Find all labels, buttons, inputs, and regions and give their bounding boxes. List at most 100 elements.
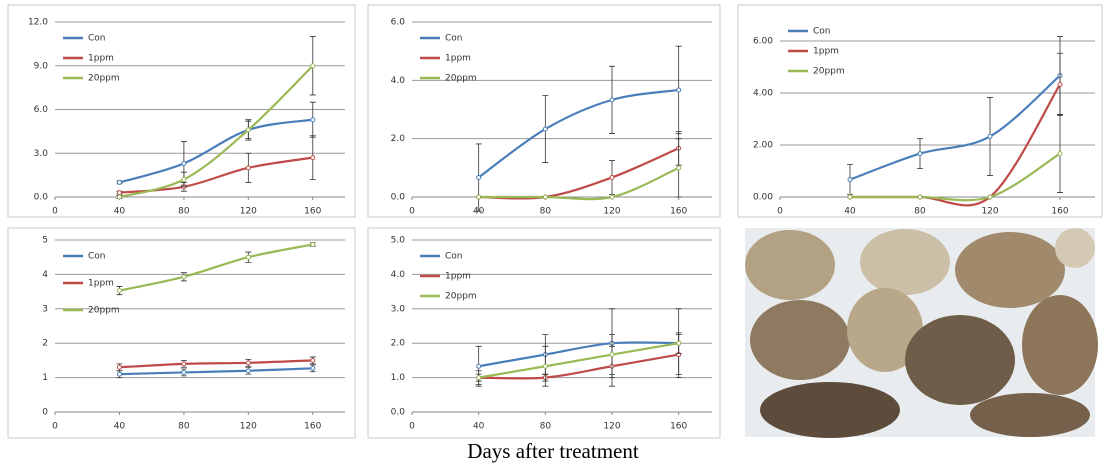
data-point <box>676 340 682 346</box>
chart-panel: 0.00 2.00 4.00 6.00 0 40 80 120 160 Con 1ppm 20ppm <box>737 4 1103 218</box>
x-tick-label: 0 <box>52 422 58 432</box>
data-point <box>542 126 548 132</box>
data-point <box>116 179 122 185</box>
rhizome <box>905 315 1015 405</box>
data-point <box>310 155 316 161</box>
y-tick-label: 2.0 <box>391 339 406 349</box>
y-tick-label: 9.0 <box>34 61 49 71</box>
x-tick-label: 0 <box>409 207 415 217</box>
chart-panel: 0.0 2.0 4.0 6.0 0 40 80 120 160 Con 1ppm 20ppm <box>367 4 721 218</box>
panel-border <box>367 227 721 439</box>
data-point <box>245 360 251 366</box>
data-point <box>676 87 682 93</box>
y-tick-label: 4.00 <box>753 89 773 99</box>
y-tick-label: 0 <box>42 408 48 418</box>
data-point <box>116 190 122 196</box>
data-point <box>847 194 853 200</box>
y-tick-label: 2.00 <box>753 141 773 151</box>
x-tick-label: 160 <box>1051 207 1068 217</box>
series-line <box>478 341 679 368</box>
x-tick-label: 0 <box>52 207 58 217</box>
y-tick-label: 3 <box>42 304 48 314</box>
data-point <box>476 174 482 180</box>
data-point <box>987 133 993 139</box>
legend-label: 20ppm <box>445 74 477 84</box>
legend-label: Con <box>88 252 106 262</box>
rhizome <box>970 393 1090 437</box>
data-point <box>542 363 548 369</box>
data-point <box>1057 81 1063 87</box>
y-tick-label: 4.0 <box>391 270 406 280</box>
panel-border <box>367 4 721 218</box>
data-point <box>310 117 316 123</box>
series-line <box>119 367 313 376</box>
panel-border <box>7 227 356 439</box>
rhizome <box>1055 228 1095 268</box>
data-point <box>476 375 482 381</box>
legend-label: 1ppm <box>445 54 471 64</box>
x-tick-label: 0 <box>777 207 783 217</box>
photo <box>745 228 1098 438</box>
series-line <box>478 88 679 179</box>
legend-label: 20ppm <box>813 67 845 77</box>
x-tick-label: 120 <box>981 207 998 217</box>
x-tick-label: 160 <box>670 207 687 217</box>
y-tick-label: 1.0 <box>391 373 406 383</box>
rhizome <box>955 232 1065 308</box>
y-tick-label: 0.0 <box>391 408 406 418</box>
rhizome <box>860 229 950 295</box>
legend-label: 1ppm <box>445 272 471 282</box>
data-point <box>116 364 122 370</box>
data-point <box>476 194 482 200</box>
y-tick-label: 0.00 <box>753 193 773 203</box>
y-tick-label: 2 <box>42 339 48 349</box>
rhizome <box>760 382 900 438</box>
y-tick-label: 4.0 <box>391 76 406 86</box>
rhizome <box>745 230 835 300</box>
data-point <box>1057 151 1063 157</box>
y-tick-label: 6.0 <box>34 105 49 115</box>
x-tick-label: 120 <box>240 207 257 217</box>
x-tick-label: 0 <box>409 422 415 432</box>
data-point <box>245 127 251 133</box>
legend-label: Con <box>445 252 463 262</box>
legend-label: 20ppm <box>88 74 120 84</box>
data-point <box>245 165 251 171</box>
series-line <box>119 243 313 292</box>
data-point <box>917 151 923 157</box>
rhizome <box>1022 295 1098 395</box>
data-point <box>476 363 482 369</box>
x-tick-label: 40 <box>114 422 126 432</box>
data-point <box>116 194 122 200</box>
y-tick-label: 1 <box>42 373 48 383</box>
data-point <box>310 63 316 69</box>
y-tick-label: 4 <box>42 270 48 280</box>
series-line <box>478 147 680 200</box>
x-tick-label: 40 <box>473 422 485 432</box>
y-tick-label: 5.0 <box>391 236 406 246</box>
y-tick-label: 0.0 <box>34 193 49 203</box>
data-point <box>116 288 122 294</box>
data-point <box>987 194 993 200</box>
data-point <box>245 368 251 374</box>
data-point <box>181 361 187 367</box>
data-point <box>181 369 187 375</box>
chart-panel: 0.0 1.0 2.0 3.0 4.0 5.0 0 40 80 120 160 Con 1ppm 20pp… <box>367 227 721 439</box>
panel-border <box>737 4 1103 218</box>
series-line <box>478 166 680 201</box>
series-line <box>119 118 313 184</box>
series-line <box>478 342 679 379</box>
data-point <box>181 274 187 280</box>
data-point <box>847 177 853 183</box>
data-point <box>181 177 187 182</box>
x-tick-label: 80 <box>178 207 190 217</box>
rhizome <box>750 300 850 380</box>
y-tick-label: 6.00 <box>753 37 773 47</box>
legend-label: Con <box>88 34 106 44</box>
data-point <box>310 357 316 363</box>
x-tick-label: 80 <box>178 422 190 432</box>
legend-label: 1ppm <box>88 279 114 289</box>
y-tick-label: 2.0 <box>391 134 406 144</box>
x-tick-label: 120 <box>603 422 620 432</box>
